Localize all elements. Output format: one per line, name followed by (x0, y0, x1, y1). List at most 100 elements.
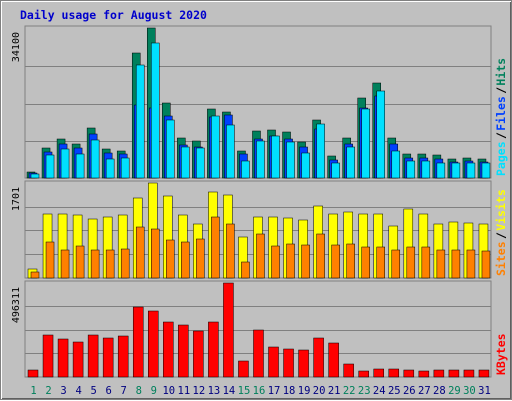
pages-bar (421, 160, 431, 179)
sites-bar (211, 216, 220, 279)
kbytes-bar (283, 348, 294, 378)
pages-bar (481, 162, 491, 179)
pages-bar (105, 158, 115, 179)
kbytes-bar (223, 282, 234, 378)
kbytes-bar (388, 368, 400, 378)
day-label: 22 (343, 385, 356, 397)
sites-bar (331, 244, 340, 279)
sites-bar (30, 271, 40, 279)
sites-bar (376, 246, 385, 279)
day-label: 21 (328, 385, 341, 397)
sites-bar (466, 249, 476, 279)
day-label: 10 (162, 385, 175, 397)
kbytes-bar (433, 369, 445, 378)
pages-bar (466, 162, 476, 179)
day-label: 4 (75, 385, 81, 397)
day-label: 13 (208, 385, 221, 397)
axis-max-label-kbytes: 496311 (11, 287, 22, 323)
day-label: 27 (418, 385, 431, 397)
pages-bar (60, 148, 70, 179)
kbytes-bar (478, 369, 490, 378)
pages-bar (30, 173, 40, 179)
sites-bar (105, 249, 115, 279)
kbytes-bar (57, 338, 69, 378)
kbytes-bar (208, 321, 219, 378)
day-label: 1 (30, 385, 36, 397)
pages-bar (436, 162, 446, 179)
sites-bar (391, 249, 401, 279)
day-label: 14 (223, 385, 236, 397)
axis-max-label-visits-sites: 1701 (11, 187, 22, 211)
kbytes-bar (148, 310, 159, 378)
day-label: 9 (151, 385, 157, 397)
day-label: 23 (358, 385, 371, 397)
pages-bar (135, 64, 145, 179)
day-label: 2 (45, 385, 51, 397)
pages-bar (166, 119, 175, 179)
kbytes-bar (463, 369, 475, 378)
day-label: 16 (253, 385, 266, 397)
day-label: 28 (433, 385, 446, 397)
pages-bar (241, 160, 250, 179)
legend-separator: / (494, 87, 508, 94)
pages-bar (376, 90, 385, 179)
pages-bar (361, 108, 370, 179)
legend-pages: Pages (494, 141, 508, 176)
legend-files: Files (494, 96, 508, 131)
sites-bar (120, 248, 130, 279)
sites-bar (135, 226, 145, 279)
kbytes-bar (253, 329, 264, 378)
sites-bar (346, 243, 355, 279)
pages-bar (331, 162, 340, 179)
kbytes-bar (178, 324, 189, 378)
kbytes-bar (328, 342, 339, 378)
sites-bar (271, 245, 280, 279)
day-label: 29 (448, 385, 461, 397)
sites-bar (45, 241, 55, 279)
kbytes-bar (343, 363, 354, 378)
day-label: 25 (388, 385, 401, 397)
pages-bar (451, 162, 461, 179)
pages-bar (256, 140, 265, 179)
sites-bar (421, 246, 431, 279)
kbytes-bar (163, 321, 174, 378)
kbytes-bar (72, 341, 84, 378)
pages-bar (346, 146, 355, 179)
kbytes-bar (132, 306, 144, 378)
sites-bar (241, 261, 250, 279)
sites-bar (90, 249, 100, 279)
pages-bar (391, 150, 401, 179)
kbytes-bar (193, 330, 204, 378)
legend-separator: / (494, 232, 508, 239)
sites-bar (301, 244, 310, 279)
pages-bar (90, 139, 100, 179)
pages-bar (406, 160, 416, 179)
pages-bar (316, 123, 325, 179)
day-label: 5 (90, 385, 96, 397)
sites-bar (451, 249, 461, 279)
day-label: 20 (313, 385, 326, 397)
legend-visits: Visits (494, 189, 508, 231)
kbytes-bar (418, 370, 430, 378)
kbytes-bar (238, 360, 249, 378)
sites-bar (75, 245, 85, 279)
kbytes-bar (27, 369, 39, 378)
kbytes-bar (42, 334, 54, 378)
day-label: 17 (268, 385, 281, 397)
sites-bar (60, 249, 70, 279)
sites-bar (226, 223, 235, 279)
day-label: 6 (106, 385, 112, 397)
day-label: 3 (60, 385, 66, 397)
day-label: 12 (193, 385, 206, 397)
day-label: 24 (373, 385, 386, 397)
kbytes-bar (373, 368, 384, 378)
day-label: 26 (403, 385, 416, 397)
axis-max-label-hits-files-pages: 34100 (11, 32, 22, 62)
day-label: 7 (121, 385, 127, 397)
day-label: 8 (136, 385, 142, 397)
sites-bar (181, 241, 190, 279)
legend-hits: Hits (494, 58, 508, 86)
day-label: 11 (178, 385, 191, 397)
